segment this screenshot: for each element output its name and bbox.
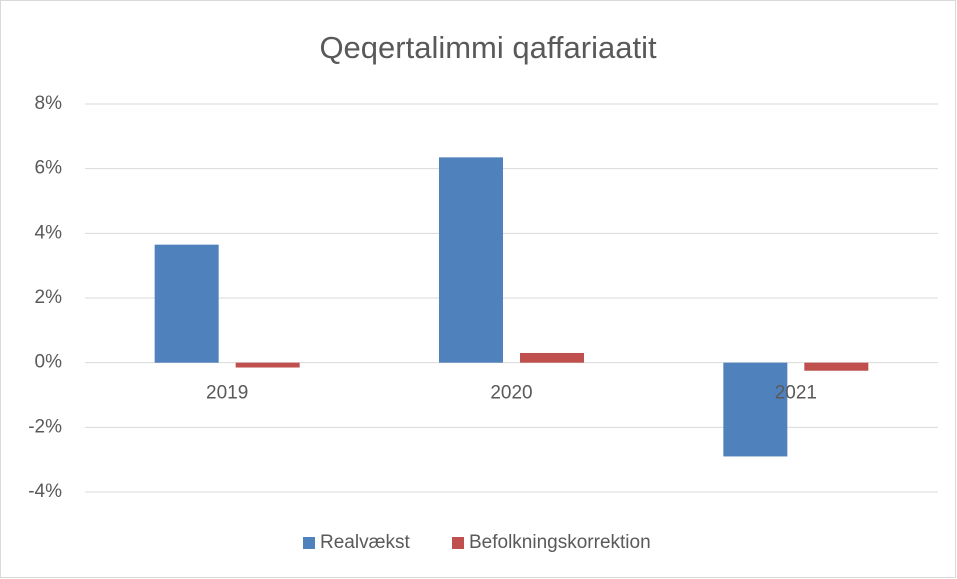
legend-swatch — [452, 537, 464, 549]
bar — [804, 362, 869, 371]
bar — [235, 362, 300, 368]
y-tick-label: 6% — [35, 158, 63, 179]
legend-label: Realvækst — [320, 532, 410, 553]
x-tick-label: 2019 — [206, 383, 248, 404]
y-tick-label: 8% — [35, 93, 63, 114]
bar — [154, 244, 219, 363]
y-tick-label: 0% — [35, 352, 63, 373]
y-tick-label: 2% — [35, 287, 63, 308]
y-tick-label: -4% — [28, 481, 62, 502]
y-tick-label: 4% — [35, 222, 63, 243]
bar — [439, 157, 503, 363]
bar — [723, 362, 788, 457]
x-tick-label: 2021 — [775, 383, 817, 404]
x-tick-label: 2020 — [490, 383, 532, 404]
legend-swatch — [303, 537, 315, 549]
legend-label: Befolkningskorrektion — [469, 532, 651, 553]
bar — [520, 352, 584, 363]
chart-title: Qeqertalimmi qaffariaatit — [319, 30, 657, 65]
y-tick-label: -2% — [28, 416, 62, 437]
